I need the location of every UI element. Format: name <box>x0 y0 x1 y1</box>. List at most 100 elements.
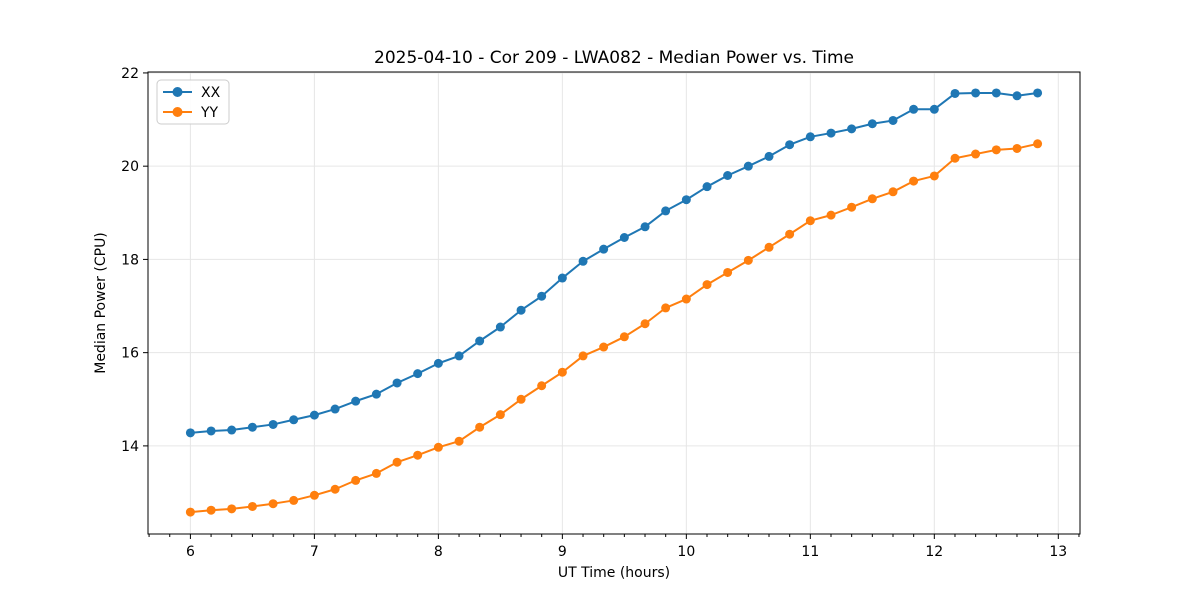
x-axis-label: UT Time (hours) <box>558 565 670 581</box>
data-point <box>392 378 402 388</box>
legend: XX YY <box>156 79 230 125</box>
data-point <box>619 232 629 242</box>
data-point <box>1033 88 1043 98</box>
data-point <box>599 342 609 352</box>
y-tick-label: 14 <box>121 439 139 455</box>
data-point <box>557 367 567 377</box>
data-point <box>516 305 526 315</box>
data-point <box>413 369 423 379</box>
data-point <box>351 475 361 485</box>
data-point <box>785 140 795 150</box>
data-point <box>392 457 402 467</box>
data-series <box>185 88 1043 517</box>
x-tick-label: 7 <box>310 544 319 560</box>
x-tick-label: 9 <box>558 544 567 560</box>
data-point <box>227 504 237 514</box>
y-tick-label: 16 <box>121 346 139 362</box>
y-axis-label: Median Power (CPU) <box>93 232 109 374</box>
data-point <box>805 216 815 226</box>
data-point <box>1012 143 1022 153</box>
data-point <box>888 187 898 197</box>
data-point <box>950 153 960 163</box>
data-point <box>206 426 216 436</box>
data-point <box>867 194 877 204</box>
data-point <box>268 419 278 429</box>
data-point <box>991 88 1001 98</box>
data-point <box>1033 139 1043 149</box>
data-point <box>681 195 691 205</box>
data-point <box>537 291 547 301</box>
data-point <box>661 303 671 313</box>
legend-label: XX <box>201 85 221 101</box>
data-point <box>578 256 588 266</box>
data-point <box>578 351 588 361</box>
legend-marker-sample <box>172 107 183 117</box>
data-point <box>206 505 216 515</box>
data-point <box>640 319 650 329</box>
data-point <box>537 381 547 391</box>
data-point <box>185 507 195 517</box>
axes: 6 7 8 9 10 11 12 13 14 16 18 20 22 <box>121 66 1081 560</box>
data-point <box>557 273 567 283</box>
data-point <box>640 222 650 232</box>
data-point <box>702 280 712 290</box>
data-point <box>847 124 857 134</box>
data-point <box>475 422 485 432</box>
data-point <box>888 115 898 125</box>
x-tick-label: 13 <box>1049 544 1067 560</box>
data-point <box>743 161 753 171</box>
data-point <box>867 119 877 129</box>
legend-label: YY <box>200 105 219 121</box>
data-point <box>950 88 960 98</box>
data-point <box>929 104 939 114</box>
data-point <box>371 389 381 399</box>
data-point <box>909 104 919 114</box>
series-yy <box>185 139 1043 517</box>
x-tick-label: 10 <box>677 544 695 560</box>
series-line <box>189 142 1039 514</box>
data-point <box>247 501 257 511</box>
data-point <box>723 267 733 277</box>
chart-title: 2025-04-10 - Cor 209 - LWA082 - Median P… <box>374 48 854 68</box>
data-point <box>785 229 795 239</box>
legend-marker-sample <box>172 87 183 97</box>
y-tick-label: 22 <box>121 66 139 82</box>
data-point <box>309 410 319 420</box>
data-point <box>289 495 299 505</box>
data-point <box>309 490 319 500</box>
data-point <box>764 242 774 252</box>
x-tick-label: 11 <box>801 544 819 560</box>
data-point <box>847 202 857 212</box>
grid-lines <box>148 72 1080 534</box>
x-tick-label: 6 <box>186 544 195 560</box>
data-point <box>330 404 340 414</box>
legend-item-yy: YY <box>163 105 219 121</box>
data-point <box>413 450 423 460</box>
data-point <box>743 255 753 265</box>
data-point <box>702 182 712 192</box>
y-tick-label: 18 <box>121 252 139 268</box>
x-tick-label: 12 <box>925 544 943 560</box>
data-point <box>351 396 361 406</box>
y-tick-label: 20 <box>121 159 139 175</box>
data-point <box>516 394 526 404</box>
data-point <box>433 442 443 452</box>
series-line <box>189 91 1039 434</box>
data-point <box>475 336 485 346</box>
series-xx <box>185 88 1043 438</box>
data-point <box>826 128 836 138</box>
data-point <box>619 332 629 342</box>
data-point <box>247 422 257 432</box>
data-point <box>433 358 443 368</box>
data-point <box>371 468 381 478</box>
data-point <box>495 322 505 332</box>
data-point <box>1012 91 1022 101</box>
data-point <box>599 244 609 254</box>
data-point <box>929 171 939 181</box>
data-point <box>454 436 464 446</box>
data-point <box>495 410 505 420</box>
x-tick-label: 8 <box>434 544 443 560</box>
data-point <box>289 415 299 425</box>
